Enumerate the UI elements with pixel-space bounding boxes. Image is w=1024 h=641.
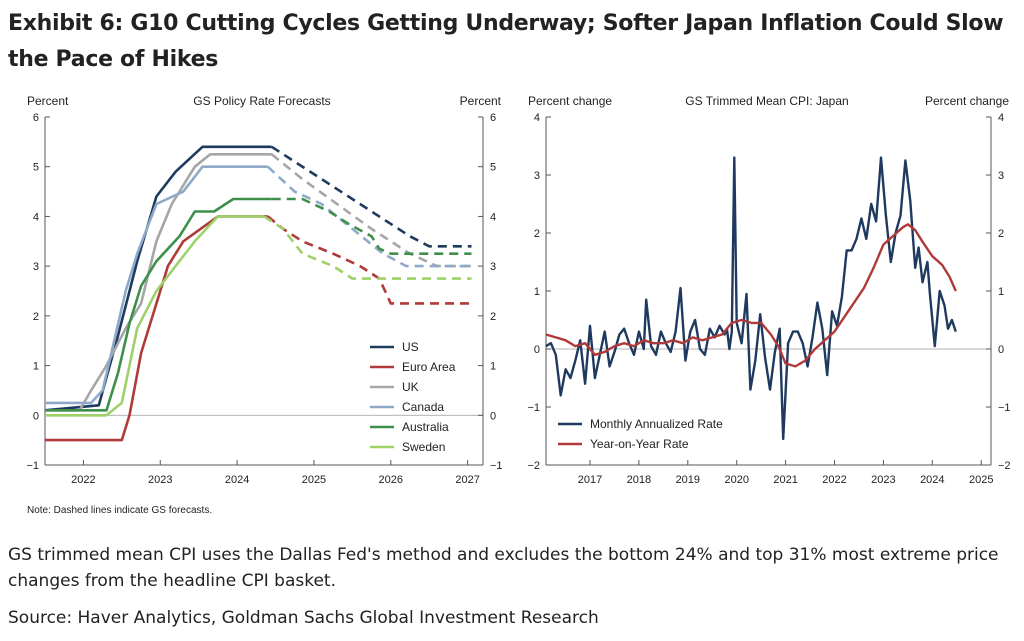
left-y-tick-label: −2: [527, 460, 540, 472]
right-y-tick-label: 1: [490, 361, 496, 373]
x-tick-label: 2020: [724, 474, 748, 486]
japan-cpi-chart: −2 −2 −1 −1 0 0 1 1 2 2 3 3 4 4 2017 2018 2019 2020 2021 20…: [527, 94, 1011, 486]
left-y-tick-label: 5: [33, 162, 39, 174]
right-y-tick-label: 6: [490, 112, 496, 124]
series-line-canada: [45, 165, 268, 405]
right-y-tick-label: 2: [490, 311, 496, 323]
series-forecast-line-us: [270, 145, 472, 248]
right-y-tick-label: 0: [998, 344, 1004, 356]
left-y-tick-label: −1: [26, 460, 39, 472]
series-line-australia: [45, 197, 272, 412]
right-y-tick-label: 3: [490, 261, 496, 273]
right-y-tick-label: 2: [998, 228, 1004, 240]
right-y-tick-label: −2: [998, 460, 1011, 472]
right-y-tick-label: 4: [998, 112, 1004, 124]
right-y-axis-label: Percent: [460, 94, 502, 108]
x-tick-label: 2022: [71, 474, 95, 486]
legend-label-canada: Canada: [402, 400, 444, 414]
series-line-monthly-annualized-rate: [545, 156, 957, 441]
right-y-axis-label: Percent change: [925, 94, 1009, 108]
x-tick-label: 2018: [627, 474, 651, 486]
left-y-tick-label: 0: [33, 410, 39, 422]
series-forecast-line-canada: [266, 165, 472, 268]
legend-label-uk: UK: [402, 380, 419, 394]
chart-description: GS trimmed mean CPI uses the Dallas Fed'…: [8, 545, 999, 591]
left-y-tick-label: 4: [534, 112, 540, 124]
legend-label-euro-area: Euro Area: [402, 360, 456, 374]
left-y-tick-label: 4: [33, 211, 39, 223]
series-line-uk: [45, 153, 272, 412]
x-tick-label: 2023: [871, 474, 895, 486]
x-tick-label: 2017: [578, 474, 602, 486]
x-tick-label: 2024: [920, 474, 944, 486]
x-tick-label: 2026: [379, 474, 403, 486]
left-y-tick-label: 2: [534, 228, 540, 240]
left-y-tick-label: 3: [33, 261, 39, 273]
right-y-tick-label: 1: [998, 286, 1004, 298]
right-y-tick-label: 4: [490, 211, 496, 223]
forecast-note: Note: Dashed lines indicate GS forecasts…: [27, 505, 213, 516]
left-y-axis-label: Percent: [27, 94, 69, 108]
legend-label-sweden: Sweden: [402, 440, 445, 454]
legend-label-monthly-annualized-rate: Monthly Annualized Rate: [590, 417, 723, 431]
series-forecast-line-australia: [271, 197, 472, 255]
series-forecast-line-uk: [270, 153, 472, 268]
series-line-sweden: [45, 215, 264, 417]
left-y-axis-label: Percent change: [528, 94, 612, 108]
left-y-tick-label: 2: [33, 311, 39, 323]
series-forecast-line-euro-area: [266, 215, 472, 305]
left-y-tick-label: 6: [33, 112, 39, 124]
policy-rate-chart: −1 −1 0 0 1 1 2 2 3 3 4 4 5 5 6 6 2022 2023 2024 2025 2026 20…: [26, 94, 503, 486]
legend-label-australia: Australia: [402, 420, 449, 434]
x-tick-label: 2021: [773, 474, 797, 486]
left-y-tick-label: 1: [33, 361, 39, 373]
legend-label-year-on-year-rate: Year-on-Year Rate: [590, 437, 689, 451]
chart-title: GS Trimmed Mean CPI: Japan: [685, 94, 848, 108]
series-line-year-on-year-rate: [545, 223, 957, 368]
left-y-tick-label: 0: [534, 344, 540, 356]
right-y-tick-label: 3: [998, 170, 1004, 182]
left-y-tick-label: −1: [527, 402, 540, 414]
x-tick-label: 2022: [822, 474, 846, 486]
x-tick-label: 2025: [969, 474, 993, 486]
series-line-euro-area: [45, 215, 268, 442]
x-tick-label: 2019: [676, 474, 700, 486]
chart-title: GS Policy Rate Forecasts: [193, 94, 330, 108]
left-y-tick-label: 3: [534, 170, 540, 182]
source-line: Source: Haver Analytics, Goldman Sachs G…: [8, 608, 599, 628]
series-forecast-line-sweden: [263, 215, 472, 280]
series-line-us: [44, 145, 272, 412]
legend-label-us: US: [402, 340, 419, 354]
x-tick-label: 2027: [455, 474, 479, 486]
exhibit-title: Exhibit 6: G10 Cutting Cycles Getting Un…: [8, 11, 1004, 72]
right-y-tick-label: −1: [998, 402, 1011, 414]
left-y-tick-label: 1: [534, 286, 540, 298]
x-tick-label: 2023: [148, 474, 172, 486]
right-y-tick-label: 5: [490, 162, 496, 174]
right-y-tick-label: −1: [490, 460, 503, 472]
x-tick-label: 2025: [302, 474, 326, 486]
right-y-tick-label: 0: [490, 410, 496, 422]
x-tick-label: 2024: [225, 474, 249, 486]
